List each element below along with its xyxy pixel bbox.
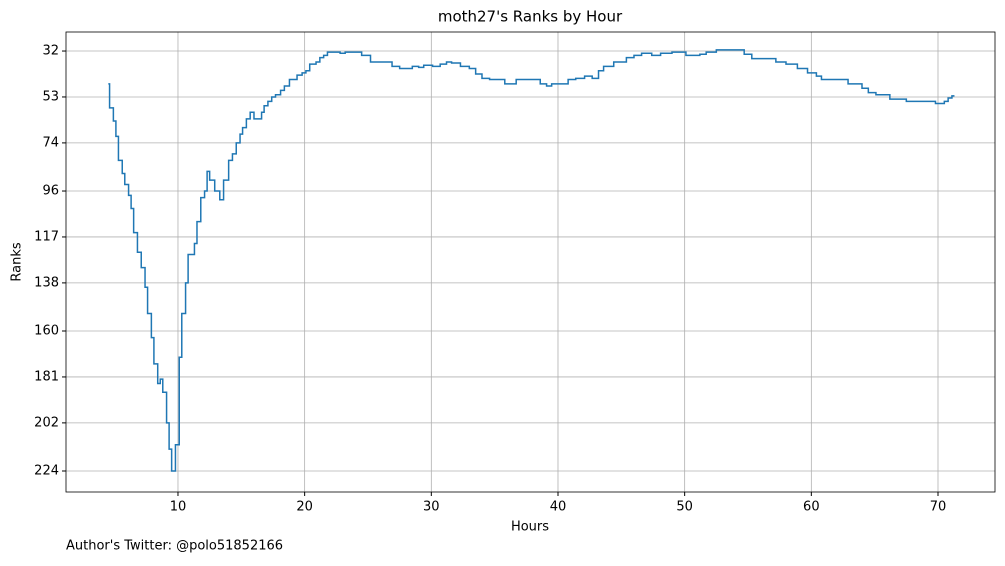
- x-tick-label: 20: [296, 500, 313, 515]
- y-tick-label: 181: [34, 369, 59, 384]
- y-tick-label: 138: [34, 275, 59, 290]
- x-tick-label: 50: [676, 500, 693, 515]
- y-axis-label: Ranks: [10, 242, 25, 281]
- x-axis-label: Hours: [511, 520, 549, 535]
- x-tick-label: 30: [423, 500, 440, 515]
- y-tick-label: 202: [34, 415, 59, 430]
- plot-frame: [65, 31, 996, 493]
- y-tick-label: 160: [34, 324, 59, 339]
- y-tick-label: 224: [34, 464, 59, 479]
- x-tick-label: 60: [803, 500, 820, 515]
- y-tick-label: 32: [42, 44, 59, 59]
- x-tick-label: 70: [930, 500, 947, 515]
- x-tick-label: 10: [170, 500, 187, 515]
- footer: Author's Twitter: @polo51852166: [66, 539, 283, 554]
- series-line: [108, 49, 955, 472]
- y-tick-label: 53: [42, 89, 59, 104]
- chart-title: moth27's Ranks by Hour: [438, 8, 623, 26]
- y-tick-label: 74: [42, 135, 59, 150]
- y-tick-label: 117: [34, 229, 59, 244]
- x-tick-label: 40: [550, 500, 567, 515]
- y-tick-label: 96: [42, 184, 59, 199]
